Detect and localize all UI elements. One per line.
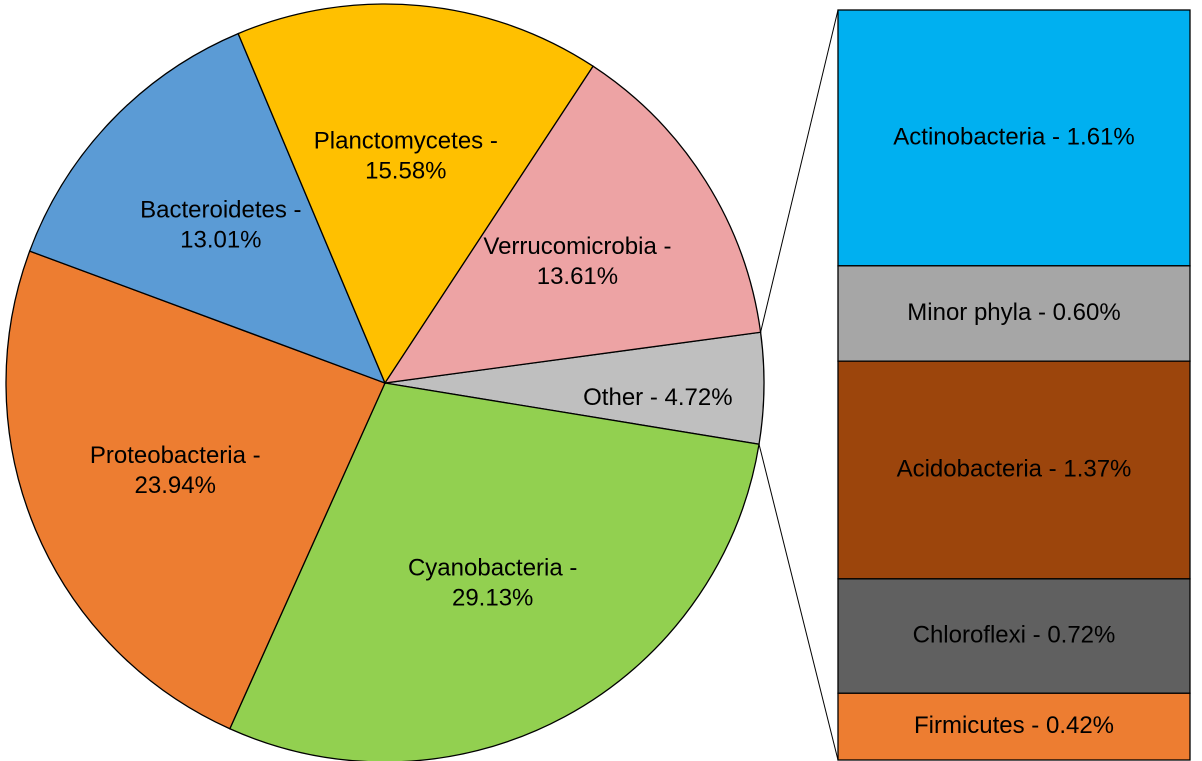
data-label: Acidobacteria - 1.37% [897, 455, 1132, 482]
pie-slice [383, 65, 762, 384]
bar-segment [837, 692, 1191, 761]
data-label: Firmicutes - 0.42% [914, 712, 1114, 739]
pie-slice [228, 382, 760, 761]
data-label: Actinobacteria - 1.61% [893, 123, 1134, 150]
data-label: Chloroflexi - 0.72% [913, 621, 1116, 648]
data-label: Proteobacteria -23.94% [90, 442, 261, 499]
connector-line [760, 9, 839, 333]
pie-slice [28, 32, 387, 385]
data-label: Planctomycetes -15.58% [314, 128, 498, 185]
data-label: Cyanobacteria -29.13% [408, 555, 577, 612]
data-label: Minor phyla - 0.60% [907, 299, 1120, 326]
pie-slice [5, 250, 386, 730]
bar-segment [837, 578, 1191, 694]
data-label: Bacteroidetes -13.01% [140, 197, 301, 254]
data-label: Other - 4.72% [583, 384, 732, 411]
connector-line [758, 444, 839, 761]
bar-segment [837, 360, 1191, 580]
bar-segment [837, 265, 1191, 362]
bar-segment [837, 9, 1191, 267]
data-label: Verrucomicrobia -13.61% [483, 233, 671, 290]
pie-slice [237, 3, 594, 385]
